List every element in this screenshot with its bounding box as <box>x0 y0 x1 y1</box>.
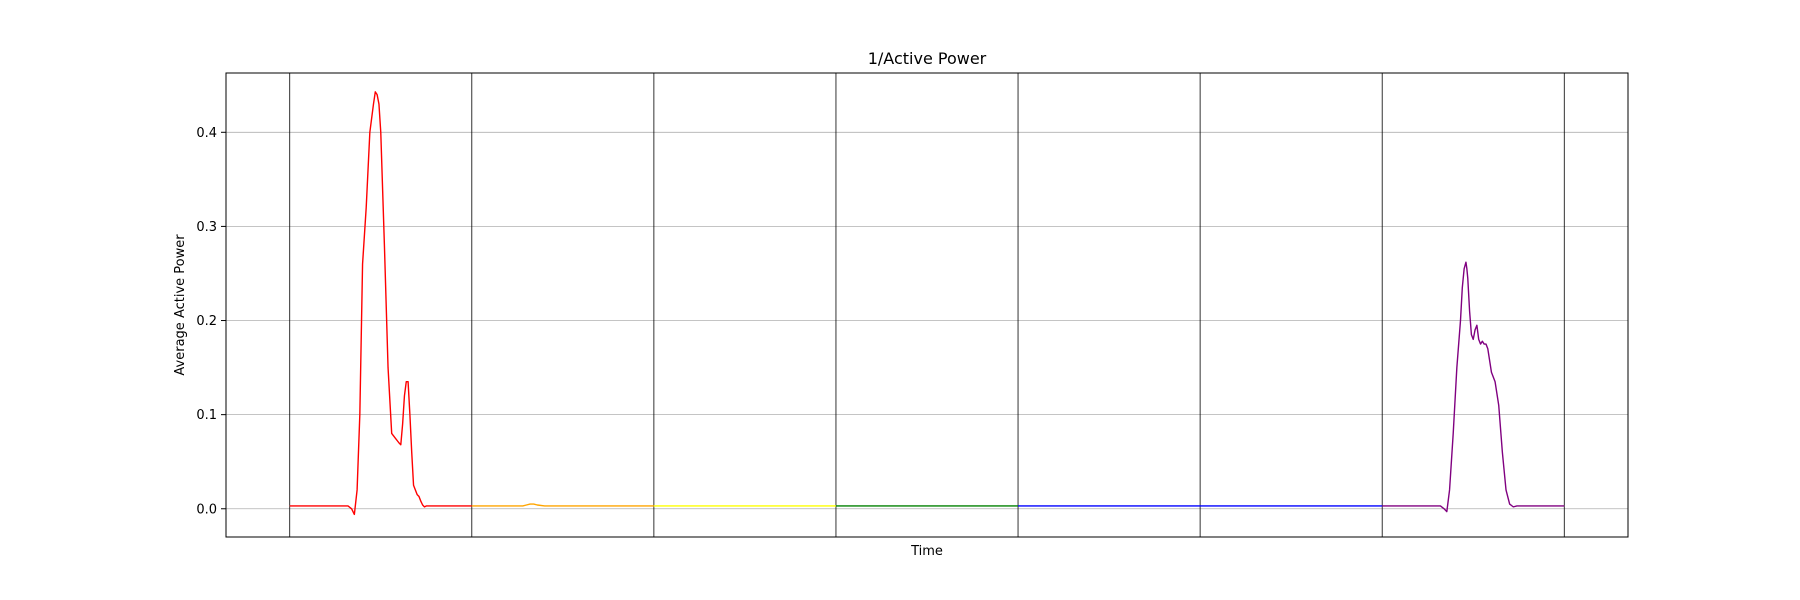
y-tick-label: 0.3 <box>196 220 217 235</box>
series-layer <box>289 91 1565 516</box>
series-line-1 <box>471 503 654 507</box>
series-line-5 <box>1382 261 1565 513</box>
grid <box>226 73 1628 537</box>
series-line-0 <box>289 91 472 516</box>
y-tick-label: 0.1 <box>196 408 217 423</box>
y-tick-label: 0.4 <box>196 126 217 141</box>
chart-title: 1/Active Power <box>868 49 987 68</box>
y-axis: 0.0 0.1 0.2 0.3 0.4 <box>196 126 226 517</box>
x-axis-label: Time <box>910 544 943 559</box>
y-tick-label: 0.2 <box>196 314 217 329</box>
plot-frame <box>225 72 1629 538</box>
y-tick-label: 0.0 <box>196 502 217 517</box>
y-axis-label: Average Active Power <box>173 234 188 376</box>
